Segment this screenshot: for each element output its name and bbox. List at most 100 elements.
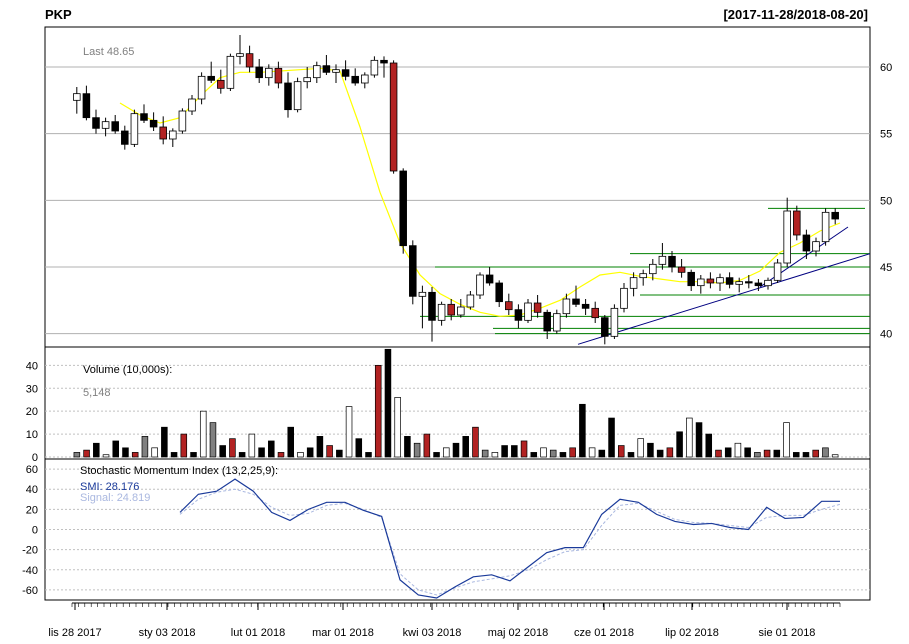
volume-bar bbox=[608, 417, 615, 458]
volume-label: Volume (10,000s): bbox=[83, 364, 172, 376]
candle-body bbox=[409, 245, 417, 297]
price-panel bbox=[44, 26, 871, 348]
candle-body bbox=[207, 75, 215, 81]
volume-bar bbox=[287, 426, 295, 458]
volume-bar bbox=[83, 449, 90, 458]
volume-bar bbox=[297, 452, 304, 458]
volume-bar bbox=[530, 452, 538, 458]
volume-bar bbox=[219, 445, 226, 458]
candle-body bbox=[322, 65, 331, 73]
x-tick-label: mar 01 2018 bbox=[312, 627, 374, 639]
x-tick-label: lis 28 2017 bbox=[48, 627, 101, 639]
volume-bar bbox=[355, 438, 363, 458]
candle-body bbox=[217, 79, 225, 89]
volume-bar bbox=[656, 449, 664, 458]
x-tick-label: maj 02 2018 bbox=[488, 627, 549, 639]
volume-bar bbox=[170, 452, 178, 458]
volume-bar bbox=[481, 449, 489, 458]
last-price-label: Last 48.65 bbox=[83, 46, 134, 58]
volume-bar bbox=[724, 447, 732, 458]
candle-body bbox=[159, 126, 167, 140]
candle-body bbox=[428, 291, 436, 321]
candle-body bbox=[130, 113, 139, 145]
smi-tick-label: -20 bbox=[22, 545, 38, 557]
smi-tick-label: 60 bbox=[26, 464, 38, 476]
volume-bar bbox=[394, 397, 401, 458]
candle-body bbox=[505, 301, 513, 311]
candle-body bbox=[370, 59, 379, 76]
candle-body bbox=[793, 210, 801, 236]
x-tick-label: sie 01 2018 bbox=[759, 627, 816, 639]
price-tick-label: 50 bbox=[880, 195, 892, 207]
candle-body bbox=[399, 170, 407, 247]
volume-bar bbox=[754, 452, 761, 458]
volume-bar bbox=[131, 452, 139, 458]
volume-bar bbox=[374, 364, 382, 458]
candle-body bbox=[447, 303, 455, 316]
volume-bar bbox=[579, 403, 586, 458]
volume-tick-label: 20 bbox=[26, 406, 38, 418]
candle-body bbox=[533, 302, 542, 313]
candle-body bbox=[725, 277, 734, 285]
smi-tick-label: 0 bbox=[32, 525, 38, 537]
candle-body bbox=[821, 211, 830, 243]
candle-body bbox=[802, 234, 811, 252]
volume-bar bbox=[316, 436, 324, 458]
volume-bar bbox=[180, 433, 188, 458]
candle-body bbox=[658, 255, 667, 265]
x-tick-label: lut 01 2018 bbox=[231, 627, 285, 639]
candle-body bbox=[236, 53, 244, 57]
price-tick-label: 55 bbox=[880, 129, 892, 141]
volume-bar bbox=[705, 433, 713, 458]
volume-bar bbox=[763, 449, 771, 458]
candle-body bbox=[351, 75, 359, 84]
candle-body bbox=[265, 67, 273, 79]
volume-tick-label: 0 bbox=[32, 452, 38, 464]
chart-date-range: [2017-11-28/2018-08-20] bbox=[723, 7, 868, 22]
volume-bar bbox=[792, 452, 800, 458]
smi-label: Stochastic Momentum Index (13,2,25,9): bbox=[80, 465, 278, 477]
volume-bar bbox=[151, 447, 158, 458]
candle-body bbox=[188, 98, 196, 112]
candle-body bbox=[149, 119, 158, 128]
volume-bar bbox=[686, 417, 693, 458]
candle-body bbox=[495, 282, 503, 303]
candle-body bbox=[437, 303, 446, 321]
volume-bar bbox=[802, 452, 810, 458]
candle-body bbox=[783, 210, 791, 264]
candle-body bbox=[668, 255, 676, 268]
volume-bar bbox=[472, 426, 479, 458]
volume-bar bbox=[345, 406, 353, 458]
trend-line bbox=[577, 253, 871, 345]
volume-bars bbox=[73, 348, 839, 458]
candle-body bbox=[649, 263, 657, 275]
volume-bar bbox=[588, 447, 596, 458]
volume-bar bbox=[783, 422, 790, 458]
volume-bar bbox=[413, 442, 421, 458]
smi-axis: 60 40 20 0 -20 -40 -60 bbox=[22, 464, 38, 597]
candle-body bbox=[706, 278, 715, 284]
volume-bar bbox=[93, 442, 100, 458]
price-tick-label: 45 bbox=[880, 262, 892, 274]
candle-body bbox=[764, 279, 772, 287]
candle-body bbox=[92, 117, 100, 129]
volume-bar bbox=[676, 431, 683, 458]
candle-body bbox=[610, 307, 619, 337]
candle-body bbox=[361, 74, 369, 84]
smi-tick-label: -60 bbox=[22, 585, 38, 597]
x-axis: lis 28 2017 sty 03 2018 lut 01 2018 mar 01 … bbox=[48, 602, 841, 639]
candle-body bbox=[418, 291, 427, 297]
volume-bar bbox=[812, 449, 819, 458]
volume-bar bbox=[637, 438, 644, 458]
candle-body bbox=[716, 277, 724, 284]
smi-series bbox=[179, 478, 841, 599]
volume-bar bbox=[831, 454, 839, 458]
candle-body bbox=[274, 67, 283, 84]
volume-bar bbox=[384, 348, 392, 458]
x-tick-label: kwi 03 2018 bbox=[403, 627, 462, 639]
volume-axis: 40 30 20 10 0 bbox=[26, 360, 38, 464]
volume-bar bbox=[326, 445, 333, 458]
volume-bar bbox=[773, 449, 781, 458]
volume-tick-label: 30 bbox=[26, 383, 38, 395]
volume-bar bbox=[540, 447, 547, 458]
